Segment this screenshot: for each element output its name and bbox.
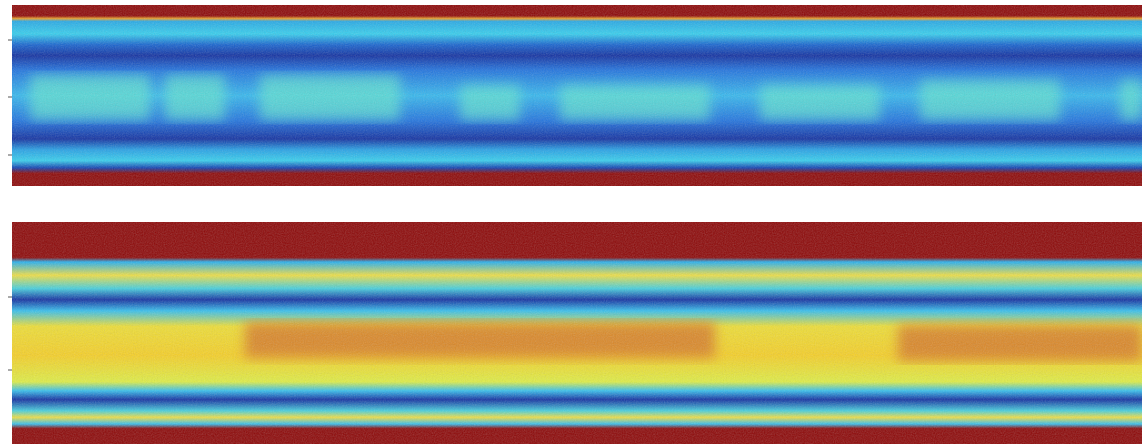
figure (0, 0, 1142, 446)
panel-bottom (12, 222, 1142, 444)
texture (12, 5, 1142, 186)
edge-ticks (8, 40, 12, 370)
panel-top (12, 5, 1142, 186)
texture (12, 222, 1142, 444)
